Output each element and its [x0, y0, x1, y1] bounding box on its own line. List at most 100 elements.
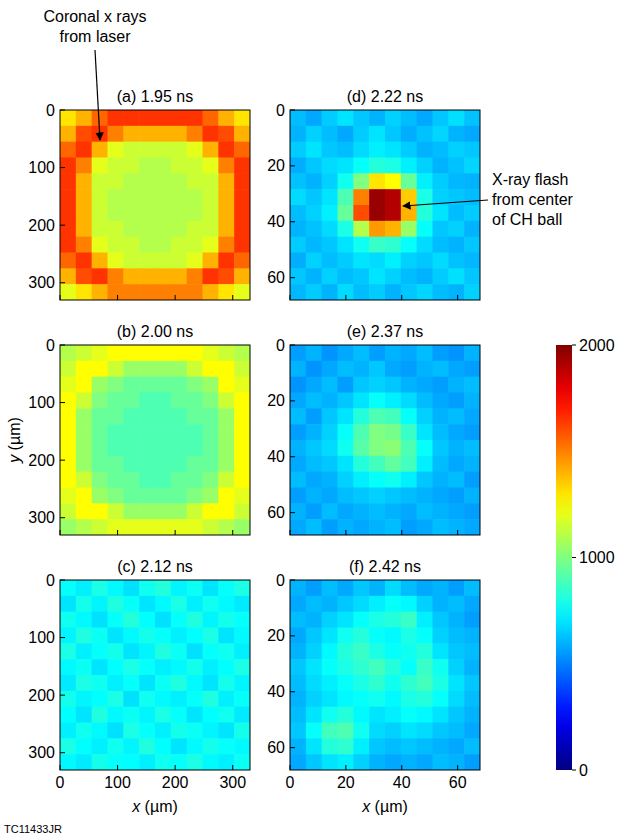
heat-cell [448, 440, 464, 456]
heat-cell [369, 691, 385, 707]
heat-cell [306, 237, 322, 253]
heat-cell [290, 221, 306, 237]
heat-cell [187, 519, 203, 535]
heat-cell [464, 253, 480, 269]
heat-cell [60, 377, 76, 393]
heat-cell [123, 754, 139, 770]
y-tick-label: 40 [267, 448, 285, 465]
heat-cell [171, 268, 187, 284]
heat-cell [108, 173, 124, 189]
heat-cell [139, 424, 155, 440]
heat-cell [433, 126, 449, 142]
x-tick [232, 530, 233, 535]
heat-cell [401, 173, 417, 189]
heat-cell [139, 707, 155, 723]
heat-cell [171, 345, 187, 361]
y-tick-label: 60 [267, 739, 285, 756]
heat-cell [433, 675, 449, 691]
heat-cell [60, 738, 76, 754]
x-tick [290, 765, 291, 770]
colorbar-scale [556, 345, 572, 770]
heat-cell [353, 675, 369, 691]
heat-cell [433, 628, 449, 644]
heat-cell [171, 723, 187, 739]
heat-cell [203, 456, 219, 472]
heat-cell [338, 221, 354, 237]
heat-cell [218, 472, 234, 488]
heat-cell [306, 361, 322, 377]
heat-cell [338, 472, 354, 488]
heat-cell [353, 519, 369, 535]
colorbar-tick-label: 0 [579, 762, 588, 779]
y-tick-label: 200 [28, 687, 55, 704]
heat-cell [108, 519, 124, 535]
heat-cell [218, 284, 234, 300]
heat-cell [123, 488, 139, 504]
heat-cell [218, 628, 234, 644]
heat-cell [290, 377, 306, 393]
heat-cell [417, 253, 433, 269]
heat-cell [155, 456, 171, 472]
heat-cell [306, 472, 322, 488]
heat-cell [92, 596, 108, 612]
heat-cell [385, 659, 401, 675]
heat-cell [369, 659, 385, 675]
heat-cell [448, 707, 464, 723]
y-tick-label: 300 [28, 744, 55, 761]
heat-cell [306, 612, 322, 628]
heat-cell [108, 221, 124, 237]
x-axis-title: x (µm) [131, 798, 178, 815]
heat-cell [401, 189, 417, 205]
heat-cell [464, 723, 480, 739]
heat-cell [464, 173, 480, 189]
heat-cell [76, 268, 92, 284]
heat-cell [338, 110, 354, 126]
heat-cell [108, 643, 124, 659]
heat-cell [306, 488, 322, 504]
heat-cell [369, 643, 385, 659]
heat-cell [338, 361, 354, 377]
heat-cell [464, 643, 480, 659]
heat-cell [464, 110, 480, 126]
heat-cell [369, 142, 385, 158]
heat-cell [401, 612, 417, 628]
heat-cell [290, 472, 306, 488]
heat-cell [60, 754, 76, 770]
heat-cell [448, 723, 464, 739]
x-tick-label: 0 [286, 774, 295, 791]
heat-cell [353, 345, 369, 361]
heat-cell [108, 503, 124, 519]
heat-cell [218, 596, 234, 612]
heat-cell [322, 723, 338, 739]
heat-cell [417, 237, 433, 253]
heat-cell [433, 393, 449, 409]
heat-cell [353, 393, 369, 409]
heat-cell [108, 691, 124, 707]
heat-cell [385, 284, 401, 300]
heat-cell [203, 110, 219, 126]
heat-cell [306, 596, 322, 612]
heat-cell [92, 408, 108, 424]
heat-cell [187, 221, 203, 237]
heat-cell [290, 284, 306, 300]
heat-cell [290, 142, 306, 158]
heat-cell [139, 675, 155, 691]
heat-cell [464, 377, 480, 393]
heat-cell [306, 142, 322, 158]
heat-cell [353, 503, 369, 519]
heat-cell [108, 738, 124, 754]
heat-cell [290, 723, 306, 739]
x-tick-label: 60 [449, 774, 467, 791]
heat-cell [60, 723, 76, 739]
heat-cell [76, 738, 92, 754]
heat-cell [385, 707, 401, 723]
heat-cell [187, 424, 203, 440]
heat-cell [108, 456, 124, 472]
heat-cell [464, 519, 480, 535]
y-tick [290, 345, 295, 346]
heat-cell [353, 456, 369, 472]
colorbar-tick-label: 2000 [579, 337, 615, 354]
heat-cell [92, 393, 108, 409]
heat-cell [353, 596, 369, 612]
heat-cell [369, 580, 385, 596]
